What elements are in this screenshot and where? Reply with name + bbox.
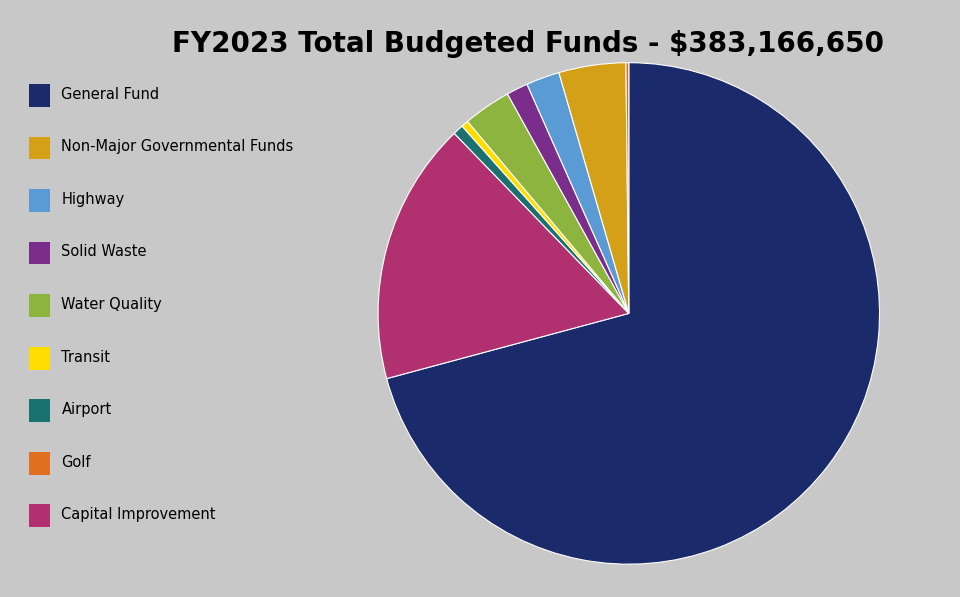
Text: Transit: Transit [61, 349, 110, 365]
Text: FY2023 Total Budgeted Funds - $383,166,650: FY2023 Total Budgeted Funds - $383,166,6… [172, 30, 884, 58]
Text: Airport: Airport [61, 402, 111, 417]
Wedge shape [527, 73, 629, 313]
Wedge shape [378, 133, 629, 378]
Wedge shape [454, 126, 629, 313]
Text: Highway: Highway [61, 192, 125, 207]
Wedge shape [559, 63, 629, 313]
Text: Water Quality: Water Quality [61, 297, 162, 312]
Wedge shape [468, 94, 629, 313]
Wedge shape [626, 63, 629, 313]
Text: Non-Major Governmental Funds: Non-Major Governmental Funds [61, 139, 294, 155]
Text: Golf: Golf [61, 454, 91, 470]
Wedge shape [508, 84, 629, 313]
Wedge shape [462, 121, 629, 313]
Wedge shape [387, 63, 879, 564]
Text: General Fund: General Fund [61, 87, 159, 102]
Text: Solid Waste: Solid Waste [61, 244, 147, 260]
Text: Capital Improvement: Capital Improvement [61, 507, 216, 522]
